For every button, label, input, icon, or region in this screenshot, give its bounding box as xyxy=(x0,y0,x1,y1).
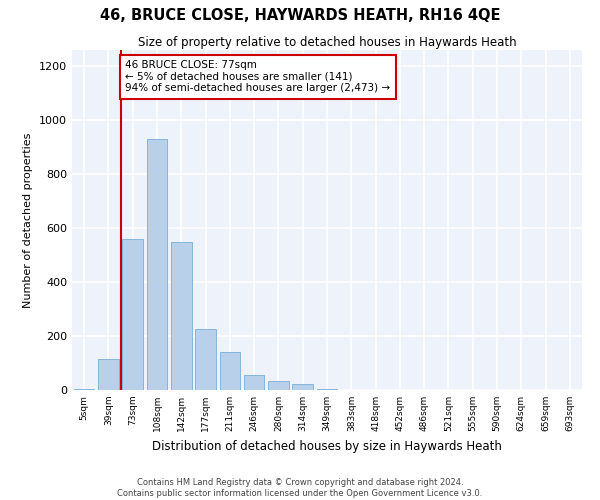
Bar xyxy=(74,388,94,390)
Text: Contains HM Land Registry data © Crown copyright and database right 2024.
Contai: Contains HM Land Registry data © Crown c… xyxy=(118,478,482,498)
Y-axis label: Number of detached properties: Number of detached properties xyxy=(23,132,34,308)
Bar xyxy=(146,139,167,390)
Bar xyxy=(317,388,337,390)
Text: 46 BRUCE CLOSE: 77sqm
← 5% of detached houses are smaller (141)
94% of semi-deta: 46 BRUCE CLOSE: 77sqm ← 5% of detached h… xyxy=(125,60,391,94)
Bar xyxy=(220,352,240,390)
Bar xyxy=(244,375,265,390)
Bar xyxy=(98,359,119,390)
Text: 46, BRUCE CLOSE, HAYWARDS HEATH, RH16 4QE: 46, BRUCE CLOSE, HAYWARDS HEATH, RH16 4Q… xyxy=(100,8,500,22)
Bar xyxy=(171,242,191,390)
Bar xyxy=(195,330,216,390)
Title: Size of property relative to detached houses in Haywards Heath: Size of property relative to detached ho… xyxy=(137,36,517,49)
Bar xyxy=(292,384,313,390)
Bar xyxy=(122,239,143,390)
X-axis label: Distribution of detached houses by size in Haywards Heath: Distribution of detached houses by size … xyxy=(152,440,502,452)
Bar xyxy=(268,381,289,390)
